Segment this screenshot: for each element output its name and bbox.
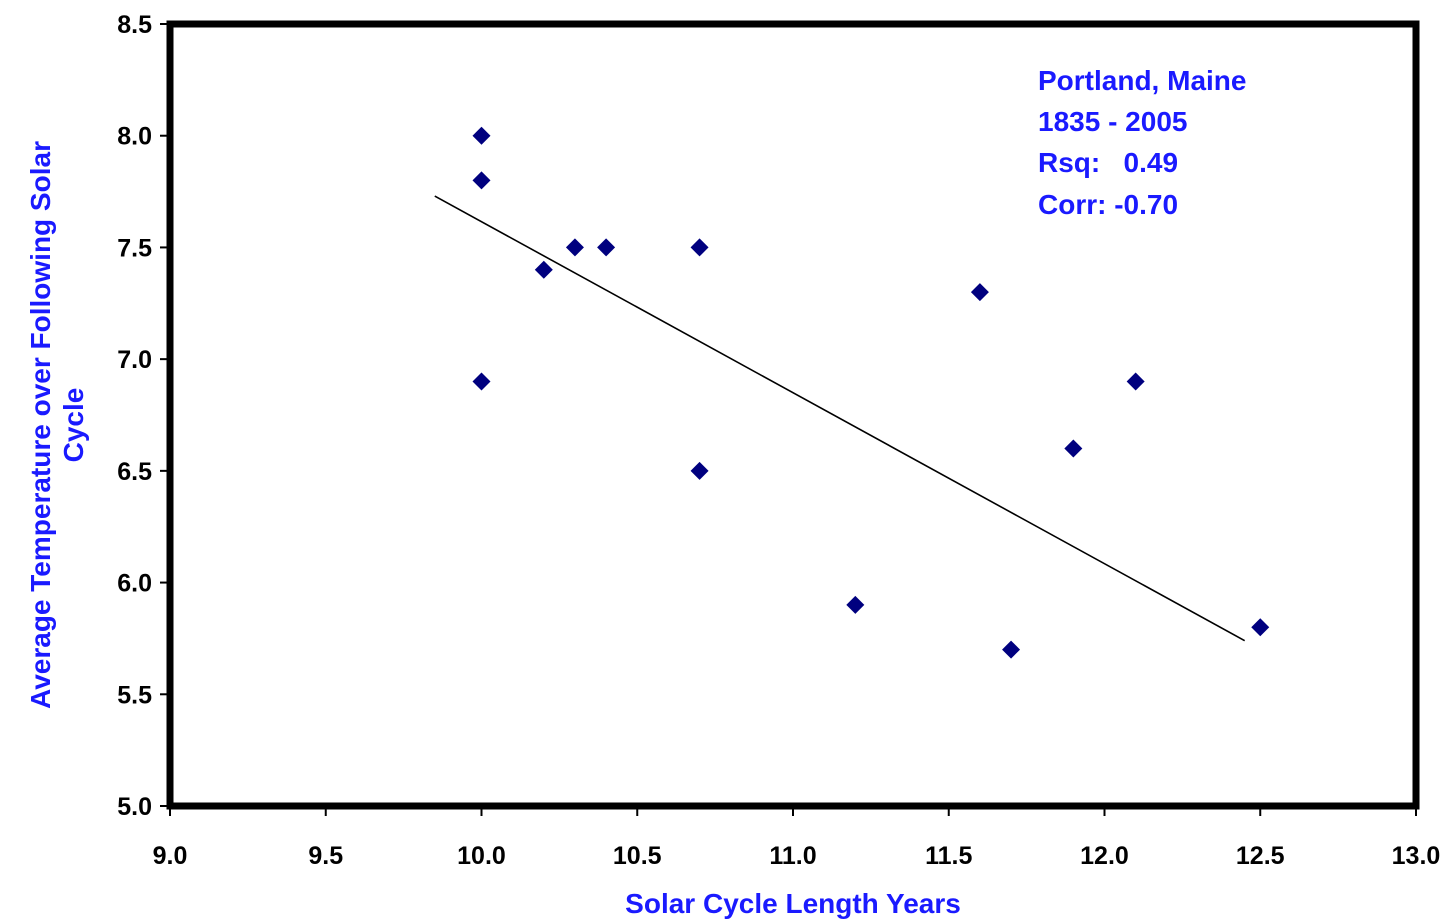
data-point-marker [472,372,491,391]
y-tick-label: 8.5 [117,11,152,39]
x-tick-label: 9.5 [308,842,343,870]
data-point-marker [565,238,584,257]
data-point-marker [472,171,491,190]
y-tick-label: 7.0 [117,346,152,374]
x-tick-label: 13.0 [1392,842,1441,870]
data-point-marker [534,260,553,279]
x-tick-label: 12.0 [1080,842,1129,870]
y-tick-label: 8.0 [117,123,152,151]
y-tick-label: 5.5 [117,681,152,709]
y-tick-label: 5.0 [117,793,152,821]
data-point-marker [1251,618,1270,637]
data-point-marker [597,238,616,257]
annotation-location: Portland, Maine [1038,65,1246,96]
data-point-marker [1126,372,1145,391]
x-tick-label: 11.0 [769,842,816,870]
x-axis-ticks: 9.0 9.5 10.0 10.5 11.0 11.5 12.0 12.5 13.0 [153,806,1441,870]
data-points [472,126,1270,659]
plot-area-frame [166,20,1420,810]
y-axis-title: Average Temperature over Following Solar… [25,141,89,709]
data-point-marker [1064,439,1083,458]
data-point-marker [846,595,865,614]
stats-annotation: Portland, Maine 1835 - 2005 Rsq: 0.49 Co… [1038,65,1246,220]
data-point-marker [472,126,491,145]
x-tick-label: 11.5 [925,842,972,870]
y-tick-label: 6.0 [117,570,152,598]
x-tick-label: 10.5 [613,842,662,870]
trendline [434,195,1246,642]
annotation-rsq: Rsq: 0.49 [1038,147,1178,178]
y-tick-label: 7.5 [117,234,152,262]
x-tick-label: 9.0 [153,842,188,870]
data-point-marker [690,461,709,480]
annotation-period: 1835 - 2005 [1038,106,1187,137]
data-point-marker [1002,640,1021,659]
y-axis-title-line-1: Average Temperature over Following Solar [25,141,56,709]
y-tick-label: 6.5 [117,458,152,486]
x-tick-label: 12.5 [1236,842,1285,870]
data-point-marker [690,238,709,257]
y-axis-ticks: 5.0 5.5 6.0 6.5 7.0 7.5 8.0 8.5 [117,11,170,821]
x-tick-label: 10.0 [457,842,506,870]
y-axis-title-line-2: Cycle [58,388,89,463]
data-point-marker [970,283,989,302]
annotation-corr: Corr: -0.70 [1038,189,1178,220]
x-axis-title: Solar Cycle Length Years [625,888,961,919]
